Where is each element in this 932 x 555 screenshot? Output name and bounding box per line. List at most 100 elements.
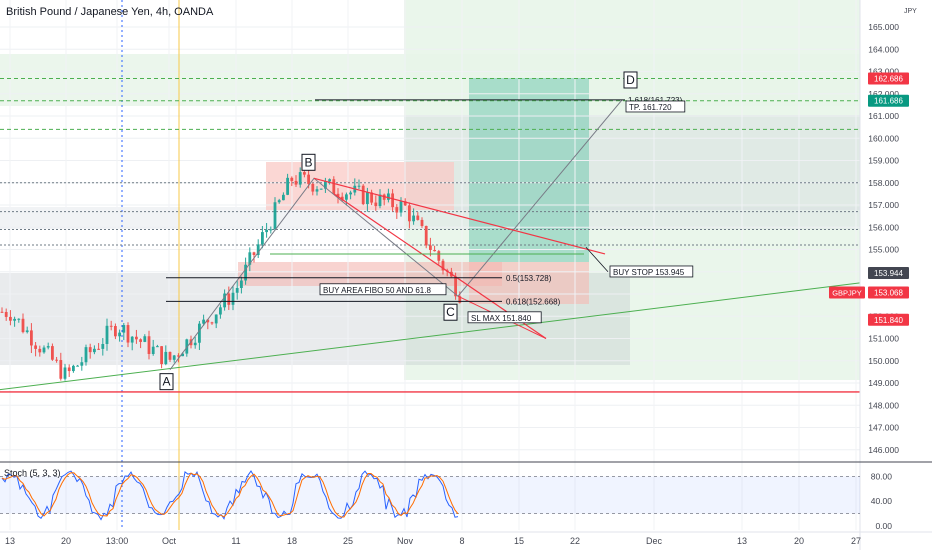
candle-body (139, 339, 142, 342)
candle-body (164, 351, 168, 365)
time-axis: 13 20 13:00 Oct 11 18 25 Nov 8 15 22 Dec 13 20 27 (0, 531, 932, 546)
price-badge-text: 153.068 (874, 288, 903, 297)
candle-body (109, 325, 113, 327)
candle-body (399, 201, 403, 213)
stoch-tick: 80.00 (871, 471, 893, 481)
channel-upper (313, 177, 606, 255)
time-tick: 15 (514, 536, 524, 546)
candle-body (349, 192, 352, 195)
long-trendline (0, 282, 861, 391)
candle-body (219, 307, 222, 315)
candle-body (0, 311, 4, 313)
annotations: BUY AREA FIBO 50 AND 61.8 BUY STOP 153.94… (319, 100, 694, 324)
candle-body (403, 201, 407, 206)
fib-labels: 0.5(153.728) 0.618(152.668) 1.618(161.723) (506, 96, 683, 306)
candle-body (168, 351, 172, 360)
candle-body (303, 172, 306, 175)
candle-body (42, 347, 46, 353)
price-badge-text: 162.686 (874, 74, 903, 83)
candle-body (282, 194, 285, 201)
candle-body (420, 219, 424, 226)
price-badge-text: 153.944 (874, 269, 903, 278)
price-tick: 149.000 (868, 378, 899, 388)
price-tick: 148.000 (868, 400, 899, 410)
price-tick: 155.000 (868, 245, 899, 255)
wave-label-a-box (159, 373, 174, 391)
price-tick: 157.000 (868, 200, 899, 210)
price-tick: 151.000 (868, 334, 899, 344)
price-tick: 160.000 (868, 133, 899, 143)
annotation-box (609, 265, 694, 278)
candle-body (248, 252, 252, 265)
candle-body (181, 353, 184, 357)
candle-body (21, 318, 25, 333)
candle-body (340, 196, 344, 200)
price-tick: 150.000 (868, 356, 899, 366)
candle-body (458, 296, 462, 303)
candle-body (76, 365, 79, 367)
candle-body (4, 311, 8, 317)
candle-body (172, 355, 176, 360)
candle-body (72, 365, 75, 372)
candle-body (370, 192, 373, 203)
price-tick: 165.000 (868, 22, 899, 32)
wave-label-c-box (443, 303, 458, 321)
candle-body (9, 316, 12, 321)
stoch-d-line (1, 472, 459, 518)
candle-body (311, 183, 315, 192)
candle-body (130, 336, 134, 343)
stochastic-pane: 80.00 40.00 0.00 Stoch (5, 3, 3) (0, 461, 932, 531)
candle-body (202, 319, 205, 324)
candle-body (63, 367, 67, 379)
time-tick: Nov (397, 536, 414, 546)
candle-body (126, 325, 130, 343)
wave-label-a: A (162, 375, 170, 389)
stoch-band (0, 476, 860, 514)
candle-body (34, 345, 37, 349)
price-tick: 164.000 (868, 44, 899, 54)
time-tick: 20 (61, 536, 71, 546)
candle-body (290, 177, 294, 181)
candle-body (332, 179, 336, 194)
candle-body (223, 293, 226, 308)
candle-body (118, 332, 121, 337)
candle-body (378, 194, 382, 207)
candle-body (17, 318, 21, 320)
candle-body (214, 314, 218, 324)
chart-title: British Pound / Japanese Yen, 4h, OANDA (6, 6, 214, 18)
candle-body (143, 336, 147, 342)
annotation-text: BUY AREA FIBO 50 AND 61.8 (323, 286, 431, 295)
fib-label: 0.5(153.728) (506, 274, 552, 283)
wave-label-b: B (304, 155, 312, 169)
annotation-text: SL MAX 151.840 (471, 314, 532, 323)
candle-body (51, 346, 54, 360)
candle-body (277, 200, 281, 203)
candle-body (38, 348, 42, 353)
candle-body (261, 232, 264, 245)
time-tick: 27 (851, 536, 861, 546)
price-tick: 161.000 (868, 111, 899, 121)
price-tick: 156.000 (868, 222, 899, 232)
candle-body (240, 280, 243, 288)
price-tick: 162.000 (868, 89, 899, 99)
candle-body (206, 319, 210, 323)
candle-body (387, 193, 390, 200)
candle-body (357, 185, 361, 187)
symbol-badge-text: GBPJPY (832, 288, 862, 297)
candle-body (424, 225, 428, 246)
candle-body (328, 179, 331, 182)
price-badge-text: 151.840 (874, 316, 903, 325)
candle-body (429, 245, 432, 250)
candle-body (231, 292, 235, 305)
stoch-k-line (1, 470, 459, 521)
fib-label: 1.618(161.723) (628, 96, 683, 105)
stoch-tick: 0.00 (875, 521, 892, 531)
annotation-box (625, 100, 686, 113)
symbol-badge (829, 286, 865, 299)
fib-label: 0.618(152.668) (506, 297, 561, 306)
buy-stop-leader (585, 247, 609, 273)
candle-body (294, 180, 298, 185)
time-tick: 8 (459, 536, 464, 546)
